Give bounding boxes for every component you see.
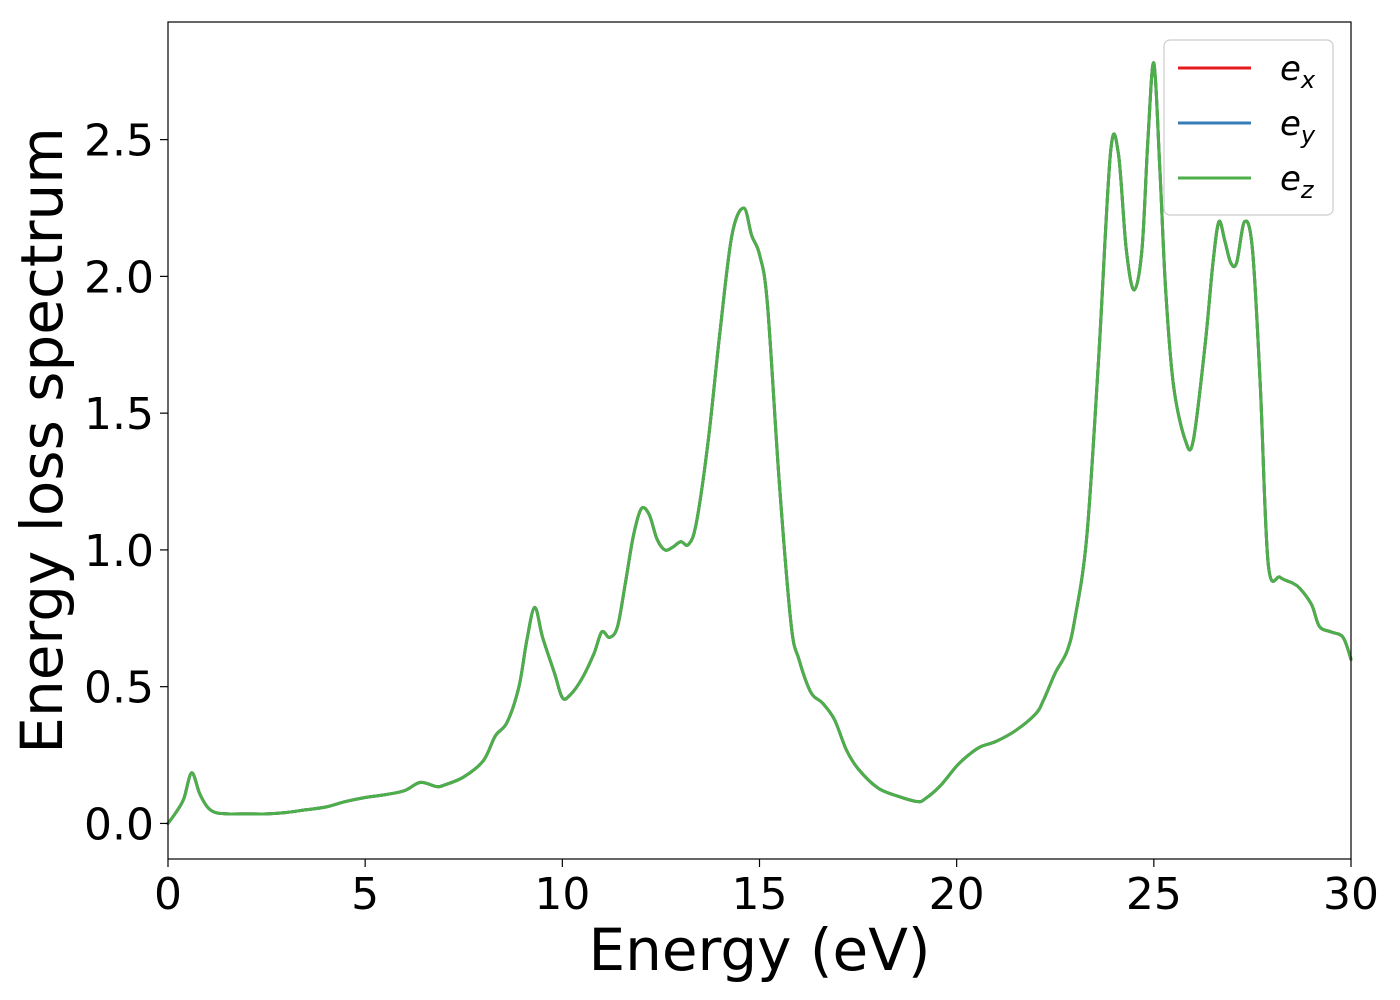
x-axis-ticks: 0 5 10 15 20 25 30 bbox=[154, 859, 1379, 920]
legend-label-subscript: y bbox=[1300, 121, 1316, 149]
x-tick-label: 0 bbox=[154, 869, 182, 920]
legend-label-subscript: x bbox=[1300, 66, 1316, 94]
legend-label-base: e bbox=[1280, 104, 1301, 144]
y-tick-label: 0.0 bbox=[84, 799, 154, 850]
legend-label-base: e bbox=[1280, 159, 1301, 199]
legend-label-subscript: z bbox=[1300, 176, 1315, 204]
x-tick-label: 30 bbox=[1323, 869, 1379, 920]
y-axis-label: Energy loss spectrum bbox=[8, 127, 76, 753]
y-axis-ticks: 0.0 0.5 1.0 1.5 2.0 2.5 bbox=[84, 116, 168, 850]
y-tick-label: 1.5 bbox=[84, 389, 154, 440]
x-tick-label: 25 bbox=[1126, 869, 1182, 920]
y-tick-label: 0.5 bbox=[84, 663, 154, 714]
legend-box bbox=[1163, 39, 1334, 216]
series-layer bbox=[166, 61, 1353, 825]
y-tick-label: 2.0 bbox=[84, 252, 154, 303]
series-line-z bbox=[166, 61, 1353, 825]
y-tick-label: 1.0 bbox=[84, 526, 154, 577]
x-axis-label: Energy (eV) bbox=[588, 916, 930, 984]
x-tick-label: 20 bbox=[929, 869, 985, 920]
legend-entry-x: ex bbox=[1280, 49, 1316, 94]
legend-label-base: e bbox=[1280, 49, 1301, 89]
legend-entry-z: ez bbox=[1280, 159, 1315, 204]
x-tick-label: 10 bbox=[534, 869, 590, 920]
y-tick-label: 2.5 bbox=[84, 116, 154, 167]
x-tick-label: 5 bbox=[351, 869, 379, 920]
x-tick-label: 15 bbox=[732, 869, 788, 920]
legend-entry-y: ey bbox=[1280, 104, 1316, 149]
